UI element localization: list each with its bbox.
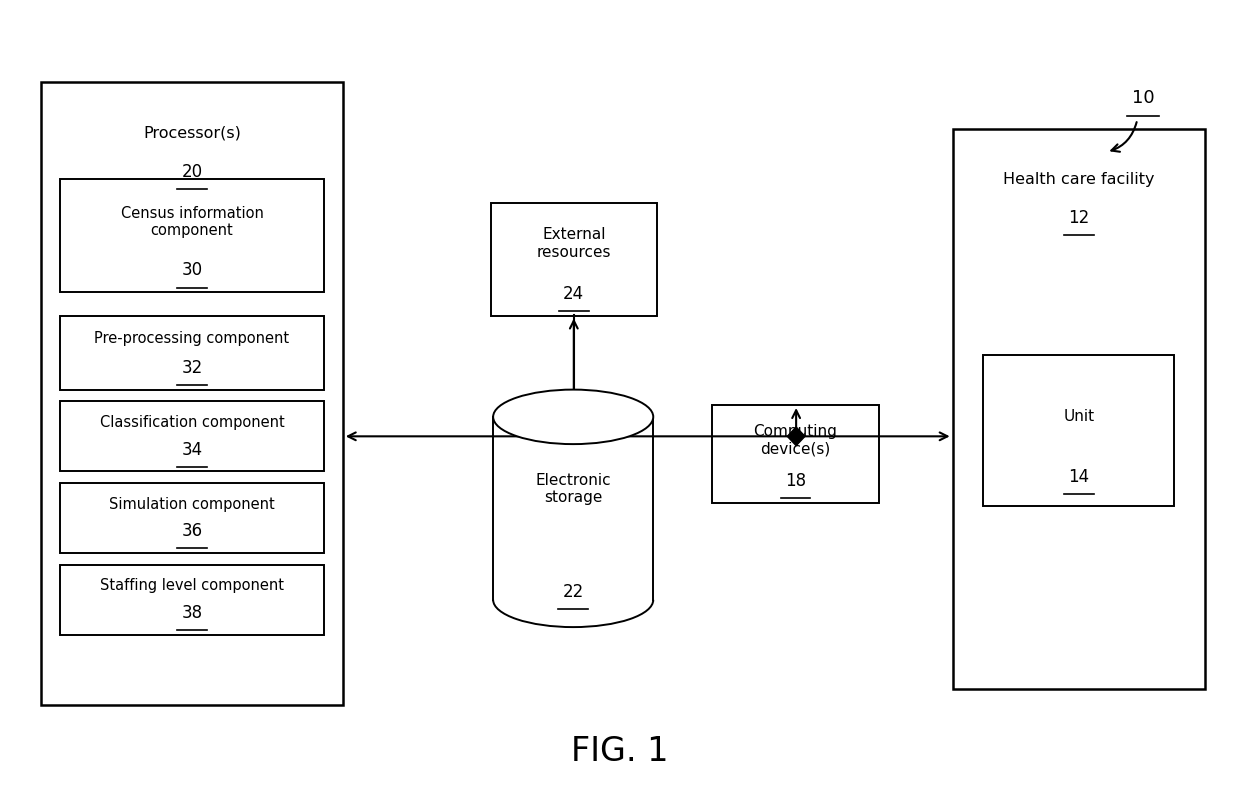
Text: 30: 30: [181, 261, 202, 279]
Text: Processor(s): Processor(s): [143, 125, 241, 140]
Bar: [60, 483, 325, 553]
Text: 32: 32: [181, 359, 202, 377]
Text: 20: 20: [181, 163, 202, 180]
Bar: [983, 355, 1174, 506]
Bar: [60, 316, 325, 390]
Text: Classification component: Classification component: [99, 415, 284, 430]
Text: 36: 36: [181, 523, 202, 541]
Text: 14: 14: [1068, 467, 1090, 486]
Text: Computing
device(s): Computing device(s): [754, 423, 837, 456]
Text: 12: 12: [1068, 209, 1090, 227]
Bar: [712, 405, 879, 503]
Bar: [60, 179, 325, 292]
Ellipse shape: [494, 390, 653, 444]
Text: Health care facility: Health care facility: [1003, 172, 1154, 187]
Text: 10: 10: [1132, 89, 1154, 106]
Bar: [494, 417, 653, 600]
Text: Simulation component: Simulation component: [109, 497, 275, 512]
Text: 18: 18: [785, 471, 806, 490]
Text: 22: 22: [563, 583, 584, 601]
Text: Pre-processing component: Pre-processing component: [94, 331, 290, 346]
Text: 38: 38: [181, 604, 202, 622]
Bar: [952, 129, 1205, 689]
Bar: [491, 203, 657, 316]
Polygon shape: [787, 427, 805, 445]
Text: 24: 24: [563, 285, 584, 303]
Text: Unit: Unit: [1063, 409, 1095, 424]
Text: Staffing level component: Staffing level component: [100, 578, 284, 593]
Text: External
resources: External resources: [537, 227, 611, 260]
Bar: [60, 401, 325, 471]
Text: Census information
component: Census information component: [120, 205, 263, 238]
Bar: [41, 82, 343, 705]
Text: Electronic
storage: Electronic storage: [536, 473, 611, 505]
Text: 34: 34: [181, 441, 202, 459]
Text: FIG. 1: FIG. 1: [572, 735, 668, 768]
Bar: [60, 565, 325, 635]
